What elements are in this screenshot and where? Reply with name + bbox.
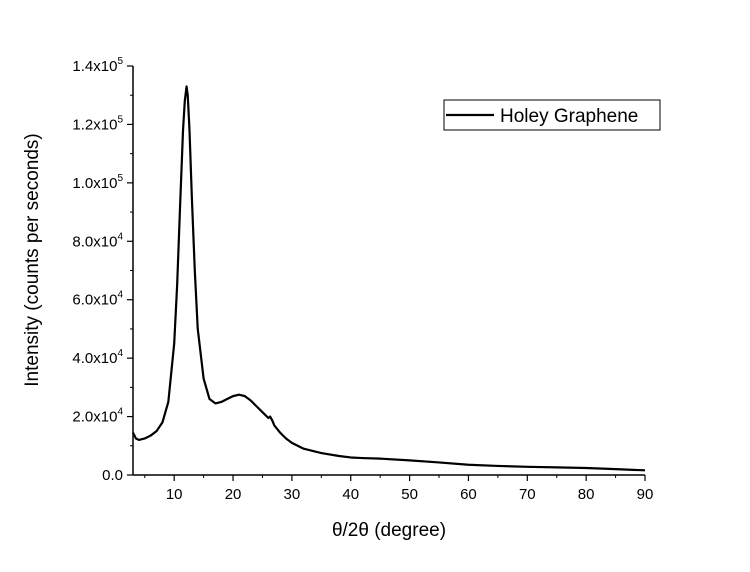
x-axis-title: θ/2θ (degree): [332, 520, 446, 541]
series-line-holey-graphene: [132, 85, 646, 472]
y-tick-label: 1.0x105: [72, 173, 123, 192]
legend-label-holey-graphene: Holey Graphene: [500, 106, 638, 127]
y-tick-label: 0.0: [102, 467, 123, 484]
legend-box: [443, 99, 661, 131]
legend: Holey Graphene: [443, 99, 661, 131]
x-tick-label: 20: [225, 486, 242, 503]
axes: [132, 66, 645, 476]
x-tick-label: 70: [519, 486, 536, 503]
x-tick-label: 30: [284, 486, 301, 503]
y-tick-label: 2.0x104: [72, 407, 123, 426]
x-tick-label: 50: [401, 486, 418, 503]
x-tick-label: 10: [166, 486, 183, 503]
y-tick-label: 6.0x104: [72, 290, 123, 309]
y-tick-label: 1.4x105: [72, 56, 123, 75]
x-tick-label: 90: [637, 486, 654, 503]
x-tick-label: 80: [578, 486, 595, 503]
y-tick-label: 1.2x105: [72, 114, 123, 133]
x-tick-label: 40: [342, 486, 359, 503]
y-tick-label: 4.0x104: [72, 348, 123, 367]
y-tick-label: 8.0x104: [72, 231, 123, 250]
y-axis-title: Intensity (counts per seconds): [22, 133, 43, 386]
y-ticks: 0.0 2.0x104 4.0x104 6.0x104 8.0x104 1.0x105 1.…: [72, 56, 133, 484]
x-ticks: 10 20 30 40 50 60 70 80 90: [144, 475, 654, 503]
plot-area: [132, 85, 646, 472]
x-tick-label: 60: [460, 486, 477, 503]
